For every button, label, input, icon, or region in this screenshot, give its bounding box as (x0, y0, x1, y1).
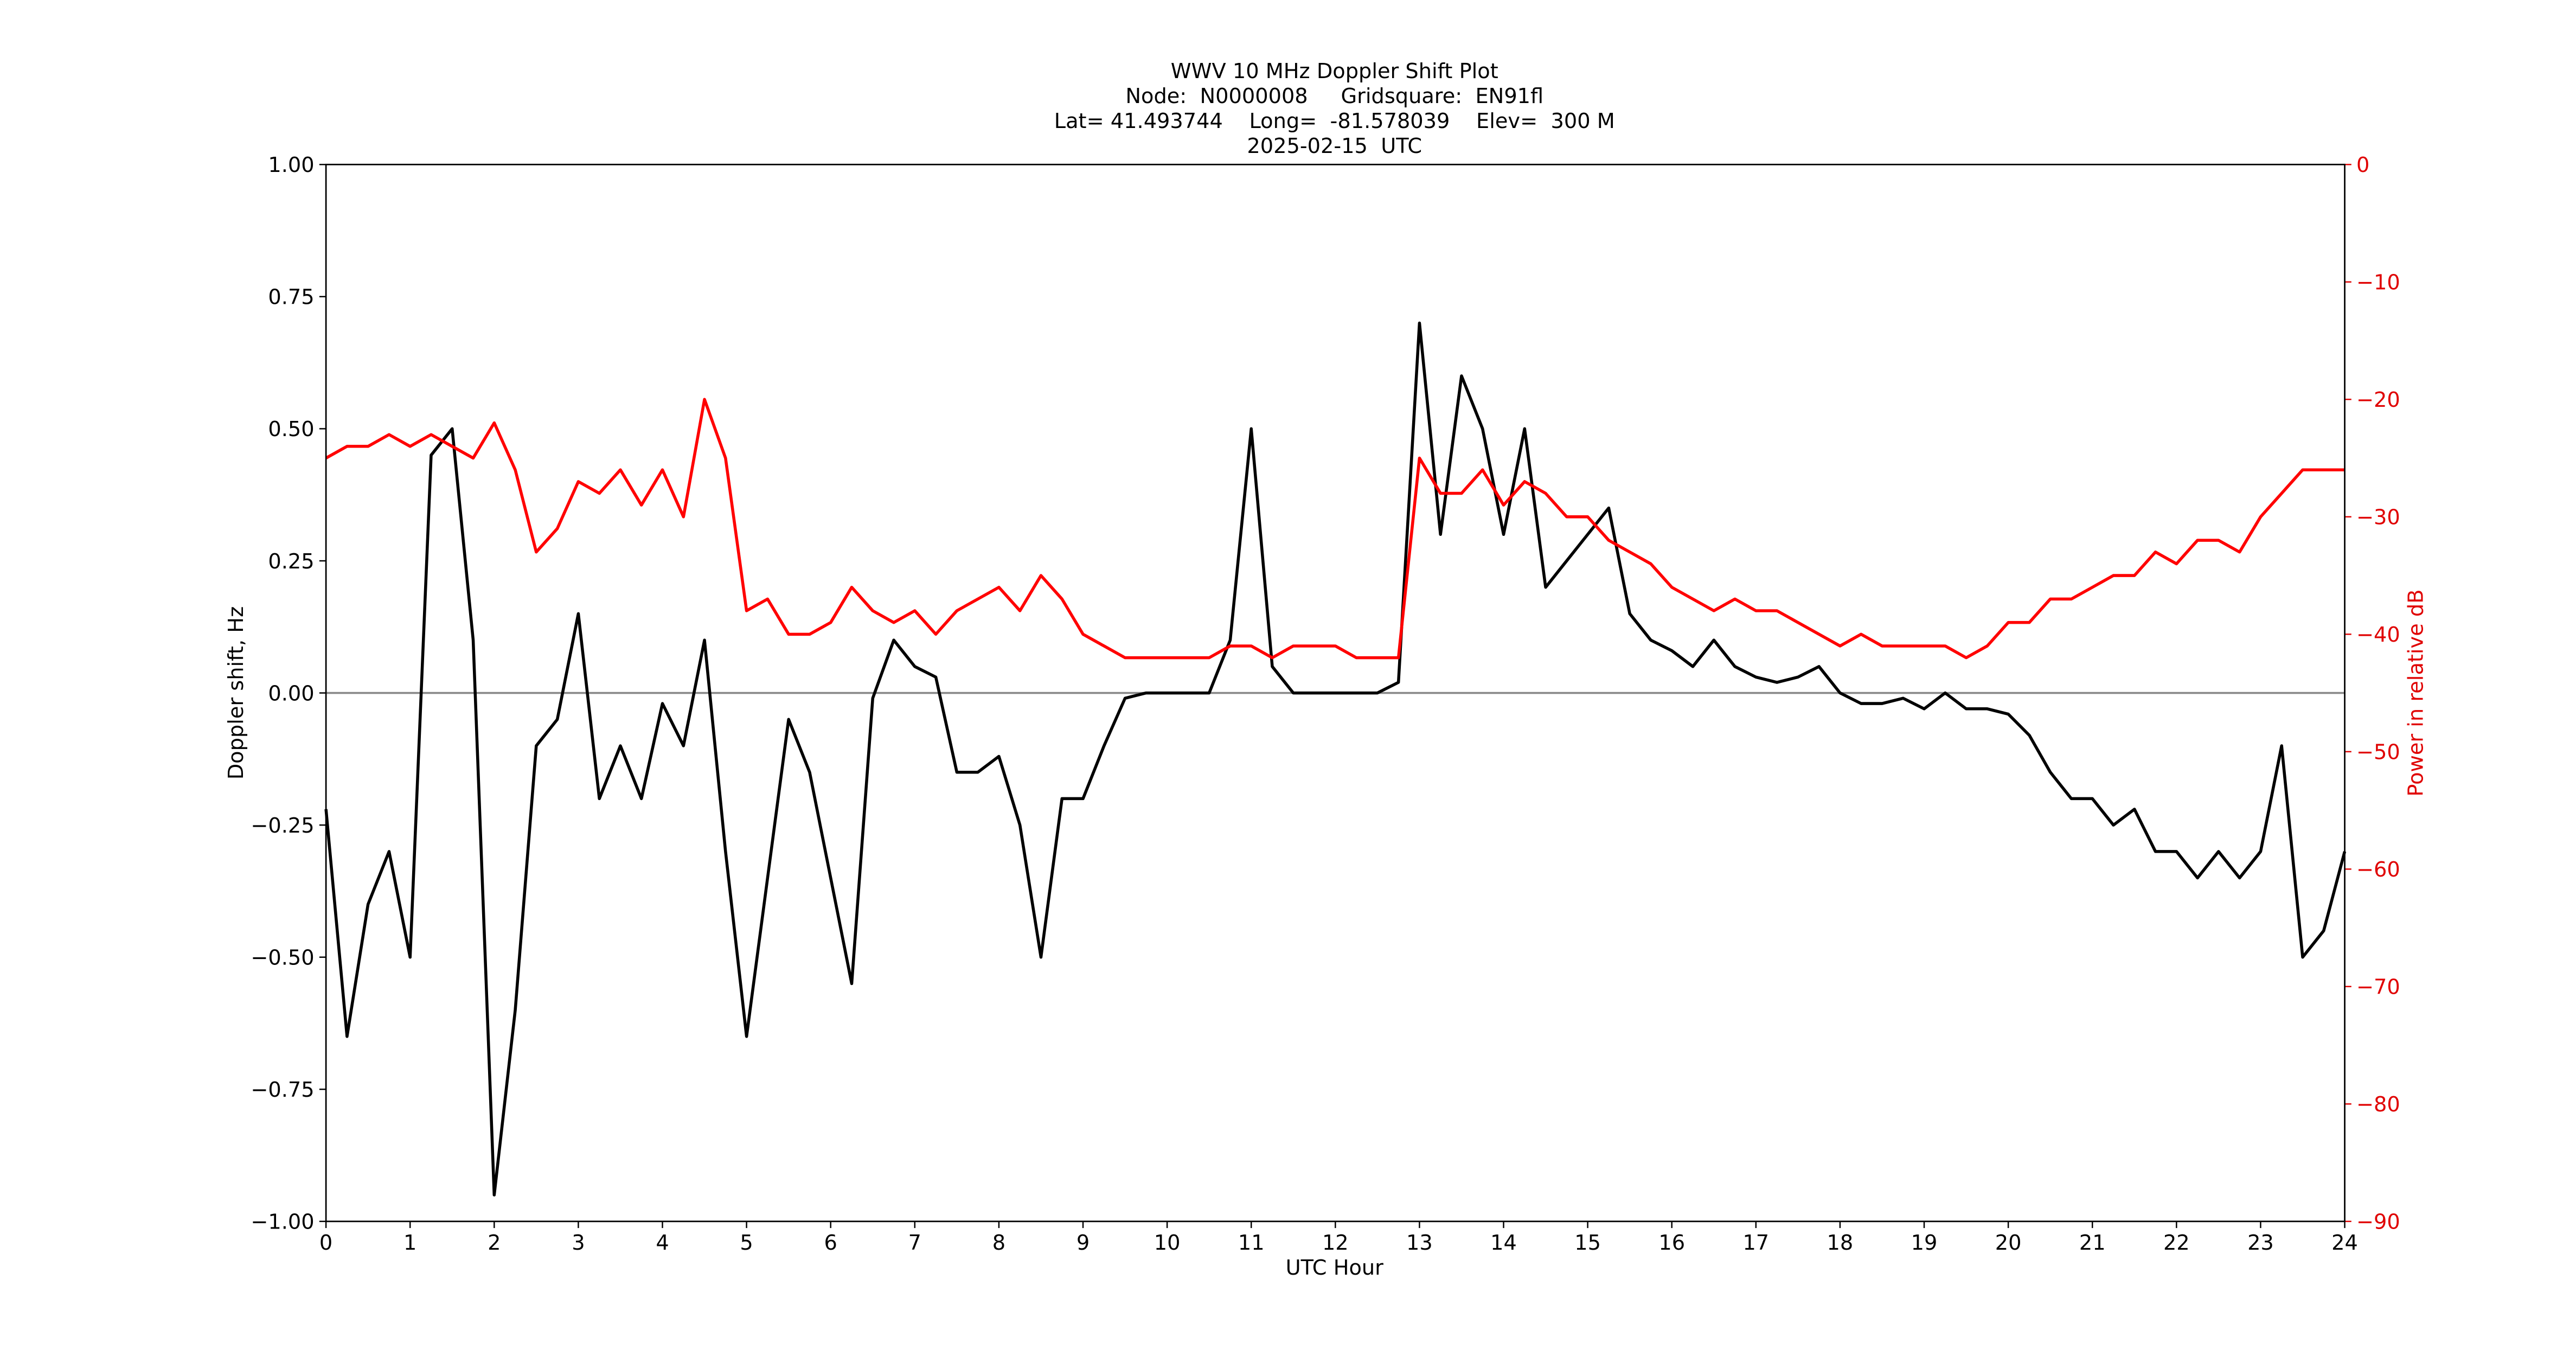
x-tick-label: 24 (2331, 1231, 2358, 1255)
series-line (325, 398, 2345, 660)
y-axis-label: Doppler shift, Hz (224, 606, 248, 779)
y-tick-label: −1.00 (251, 1210, 314, 1235)
x-tick-label: 7 (908, 1231, 921, 1255)
x-tick-label: 17 (1742, 1231, 1769, 1255)
chart-subtitle: Lat= 41.493744 Long= -81.578039 Elev= 30… (1054, 109, 1615, 133)
x-tick-label: 22 (2163, 1231, 2190, 1255)
y-tick-label: −0.75 (251, 1078, 314, 1102)
x-tick-label: 2 (488, 1231, 501, 1255)
x-tick-label: 20 (1995, 1231, 2022, 1255)
y-tick-label: 0.50 (268, 417, 314, 442)
x-tick-label: 10 (1154, 1231, 1181, 1255)
chart-subtitle: Node: N0000008 Gridsquare: EN91fl (1125, 84, 1543, 108)
x-tick-label: 19 (1911, 1231, 1938, 1255)
x-tick-label: 23 (2247, 1231, 2274, 1255)
y2-tick-label: −30 (2356, 506, 2400, 530)
x-tick-label: 14 (1490, 1231, 1517, 1255)
x-tick-label: 4 (656, 1231, 669, 1255)
x-tick-label: 0 (319, 1231, 332, 1255)
plot-frame (325, 163, 2346, 1223)
x-tick-label: 12 (1322, 1231, 1349, 1255)
x-tick-label: 1 (403, 1231, 416, 1255)
y2-axis-label: Power in relative dB (2404, 590, 2428, 797)
x-tick-label: 18 (1827, 1231, 1854, 1255)
y2-tick-label: −80 (2356, 1092, 2400, 1117)
x-tick-label: 16 (1658, 1231, 1685, 1255)
y-tick-label: 0.75 (268, 285, 314, 310)
chart-title: WWV 10 MHz Doppler Shift Plot (1171, 59, 1498, 84)
y2-tick-label: −90 (2356, 1210, 2400, 1235)
chart-subtitle: 2025-02-15 UTC (1247, 134, 1422, 158)
y-tick-label: 1.00 (268, 153, 314, 177)
y-tick-label: 0.25 (268, 549, 314, 574)
y2-tick-label: −40 (2356, 623, 2400, 647)
x-tick-label: 5 (740, 1231, 753, 1255)
y2-tick-label: 0 (2356, 153, 2369, 177)
y2-tick-label: −50 (2356, 740, 2400, 765)
y-tick-label: −0.50 (251, 945, 314, 970)
y2-tick-label: −70 (2356, 975, 2400, 1000)
x-tick-label: 15 (1574, 1231, 1601, 1255)
y-tick-label: 0.00 (268, 681, 314, 706)
x-tick-label: 6 (824, 1231, 837, 1255)
y-tick-label: −0.25 (251, 814, 314, 838)
x-tick-label: 21 (2079, 1231, 2106, 1255)
y2-tick-label: −20 (2356, 388, 2400, 412)
y2-tick-label: −60 (2356, 858, 2400, 882)
x-tick-label: 11 (1238, 1231, 1265, 1255)
x-tick-label: 13 (1406, 1231, 1433, 1255)
x-tick-label: 9 (1076, 1231, 1090, 1255)
series-line (324, 321, 2347, 1197)
y2-tick-label: −10 (2356, 271, 2400, 295)
x-tick-label: 3 (572, 1231, 585, 1255)
x-axis-label: UTC Hour (1286, 1256, 1384, 1280)
x-tick-label: 8 (992, 1231, 1005, 1255)
